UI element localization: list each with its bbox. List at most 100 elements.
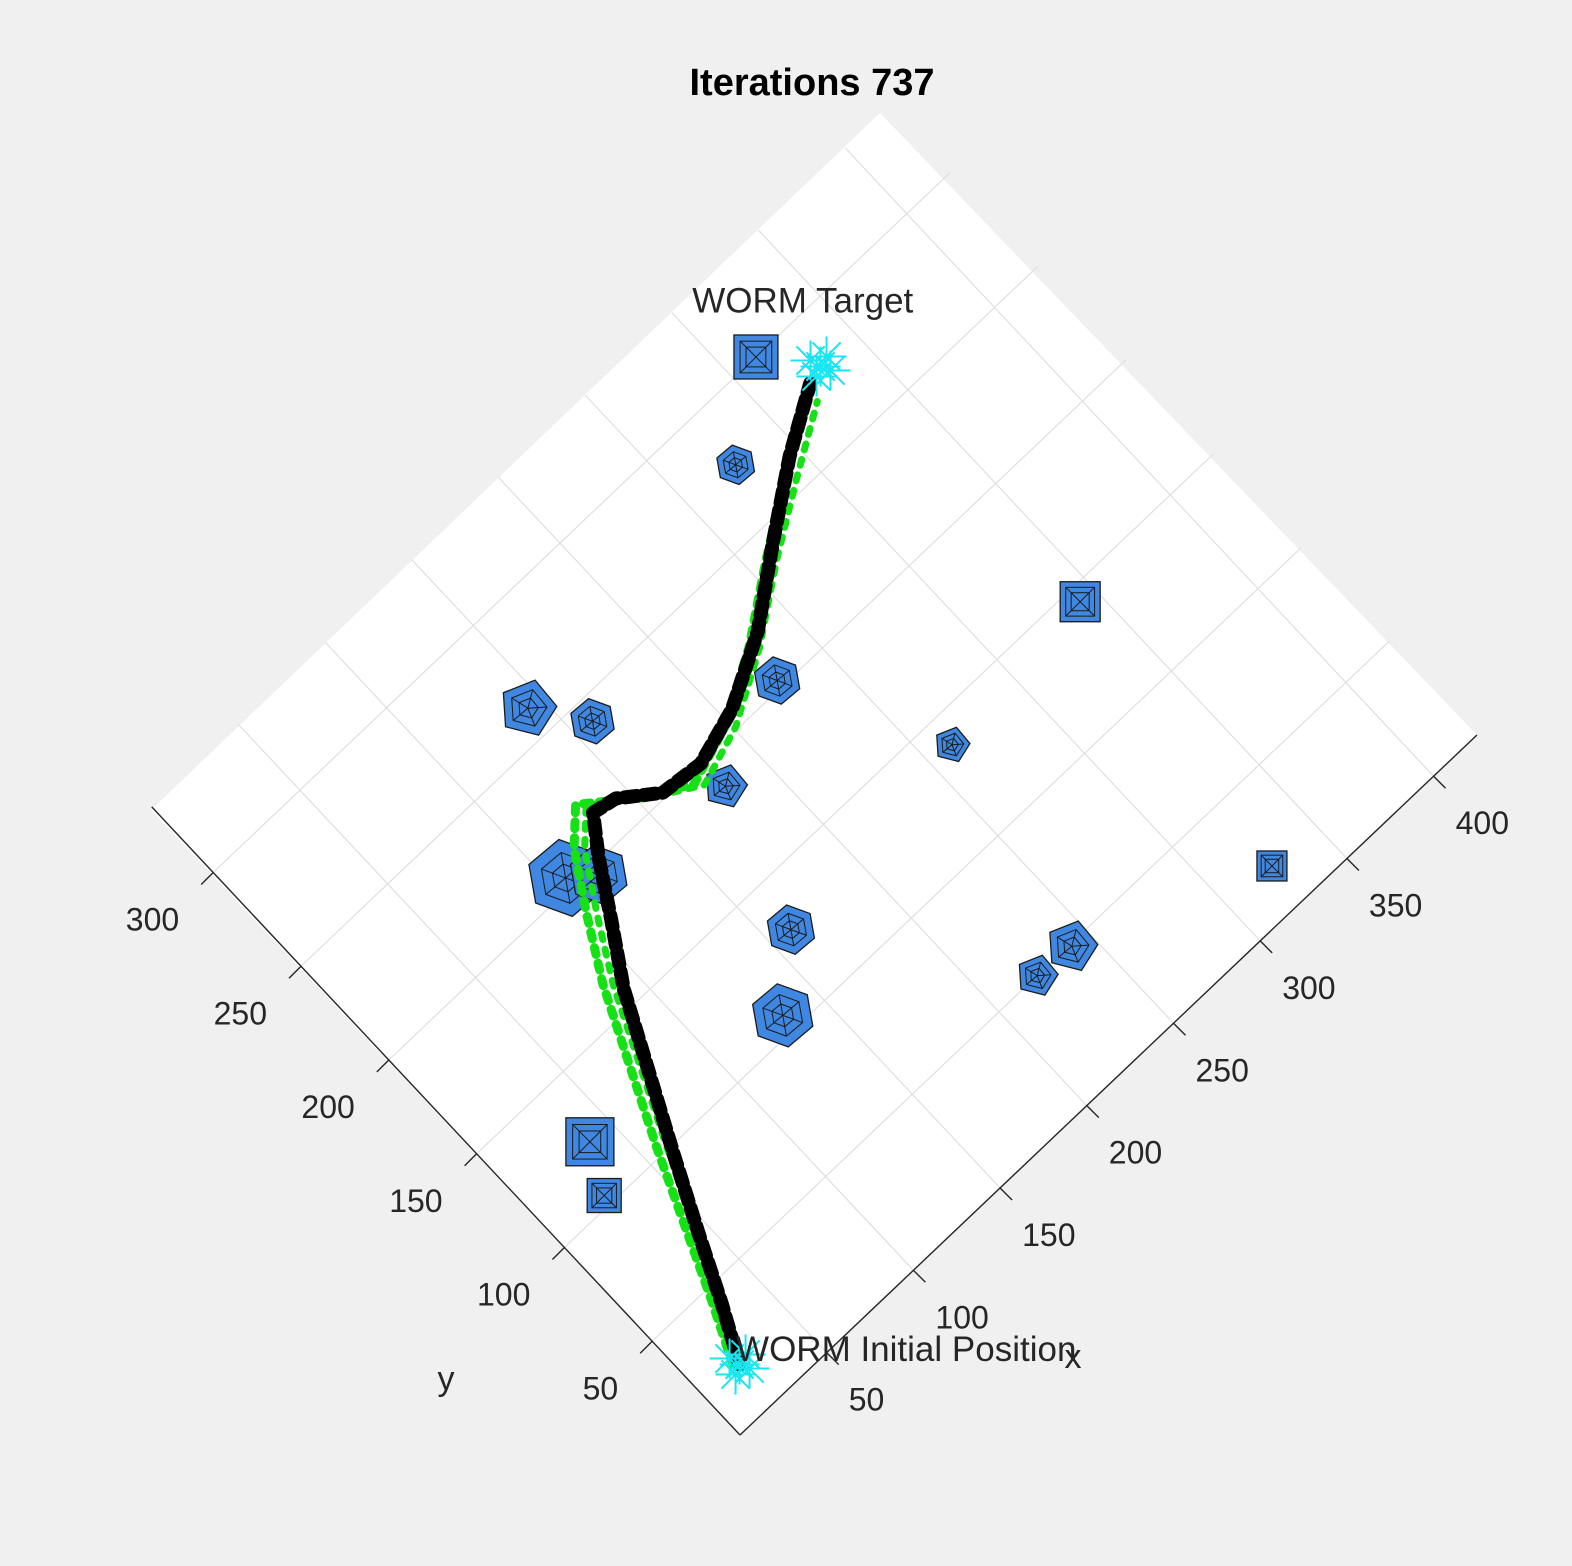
- obstacle-spoke: [545, 877, 566, 895]
- x-tick-label: 350: [1369, 888, 1422, 924]
- y-tick: [639, 1340, 653, 1354]
- obstacle-spoke: [725, 786, 732, 800]
- obstacle-spoke: [1025, 967, 1038, 977]
- obstacle-ring: [718, 777, 735, 795]
- obstacle-ring: [591, 1182, 617, 1209]
- square-obstacle: [733, 334, 779, 380]
- axes: 50 100 150 200 250 300 350 400 50 100 150 200 250 300: [126, 734, 1509, 1436]
- x-tick-label: 100: [935, 1299, 988, 1335]
- obstacle-ring: [1070, 592, 1090, 612]
- obstacle-spoke: [735, 464, 739, 478]
- x-tick-label: 300: [1282, 970, 1335, 1006]
- obstacle-spoke: [578, 715, 593, 722]
- x-tick: [912, 1269, 926, 1283]
- x-grid-line: [238, 724, 828, 1354]
- obstacle-ring: [578, 1130, 602, 1154]
- obstacle-spoke: [778, 994, 784, 1016]
- x-tick: [999, 1187, 1013, 1201]
- pentagon-obstacle: [502, 679, 558, 736]
- y-tick-label: 200: [301, 1089, 354, 1125]
- target-star-marker: [790, 336, 851, 397]
- obstacle-ring: [1024, 961, 1052, 990]
- obstacle-spoke: [732, 451, 737, 465]
- y-grid-line: [651, 640, 1390, 1342]
- obstacle-spoke: [592, 721, 596, 737]
- x-tick: [1346, 858, 1360, 872]
- obstacle-spoke: [1036, 975, 1043, 989]
- obstacle-spoke: [1036, 962, 1042, 976]
- obstacle-spoke: [560, 852, 567, 879]
- obstacle-ring: [572, 1124, 608, 1160]
- y-grid-line: [388, 359, 1127, 1061]
- obstacle-spoke: [712, 778, 726, 787]
- y-tick: [200, 872, 214, 885]
- obstacle-spoke: [951, 743, 964, 746]
- labels: x y WORM Target WORM Initial Position: [438, 282, 1082, 1398]
- x-tick: [1433, 775, 1447, 789]
- x-grid-line: [411, 559, 1001, 1189]
- obstacle-spoke: [572, 1124, 608, 1160]
- x-axis-label: x: [1065, 1338, 1082, 1376]
- obstacle-spoke: [790, 929, 795, 946]
- chart-title: Iterations 737: [690, 62, 935, 104]
- x-tick-label: 250: [1196, 1052, 1249, 1088]
- endpoint-markers: [709, 336, 851, 1395]
- obstacle-spoke: [787, 913, 792, 930]
- obstacle-ring: [1030, 967, 1046, 984]
- obstacle-spoke: [735, 455, 747, 466]
- obstacle-spoke: [580, 720, 593, 732]
- obstacle-spoke: [1037, 974, 1052, 977]
- obstacle-spoke: [1260, 854, 1284, 878]
- obstacle-spoke: [592, 711, 605, 722]
- start-annotation: WORM Initial Position: [736, 1330, 1076, 1369]
- obstacle-spoke: [776, 680, 781, 697]
- obstacle-spoke: [790, 918, 804, 930]
- obstacle-ring: [1065, 586, 1096, 617]
- obstacle-spoke: [1071, 946, 1079, 963]
- obstacle-ring: [518, 697, 539, 719]
- y-axis-line: [151, 806, 741, 1436]
- obstacle-ring: [745, 346, 767, 368]
- obstacle-spoke: [1058, 945, 1073, 958]
- obstacle-spoke: [1065, 586, 1095, 617]
- x-tick-label: 400: [1456, 805, 1509, 841]
- x-grid-line: [584, 394, 1174, 1024]
- obstacle-spoke: [1071, 944, 1090, 947]
- pentagon-obstacle: [936, 726, 971, 763]
- x-tick-label: 200: [1109, 1135, 1162, 1171]
- obstacle-spoke: [942, 744, 953, 753]
- obstacle-ring: [941, 732, 965, 757]
- obstacle-spoke: [511, 697, 529, 709]
- obstacle-spoke: [592, 720, 607, 727]
- obstacle-ring: [1260, 854, 1284, 878]
- obstacle-ring: [1063, 936, 1082, 956]
- obstacle-spoke: [782, 1001, 800, 1016]
- obstacle-spoke: [725, 784, 741, 787]
- pentagon-obstacle: [1018, 954, 1059, 996]
- y-tick-label: 300: [126, 902, 179, 938]
- obstacle-spoke: [766, 1014, 784, 1030]
- square-obstacle: [565, 1117, 615, 1167]
- obstacle-spoke: [777, 929, 792, 941]
- y-tick-label: 250: [214, 995, 267, 1031]
- hexagon-obstacle: [753, 656, 801, 705]
- obstacle-spoke: [762, 674, 778, 681]
- y-grid-line: [563, 547, 1302, 1248]
- hexagon-obstacle: [751, 983, 814, 1048]
- black-trajectory: [586, 376, 818, 1372]
- obstacle-spoke: [591, 1182, 617, 1209]
- obstacle-spoke: [764, 680, 778, 692]
- y-tick-label: 50: [583, 1370, 619, 1406]
- x-grid-line: [671, 312, 1261, 942]
- y-axis-label: y: [438, 1360, 455, 1398]
- target-annotation: WORM Target: [692, 282, 913, 321]
- square-obstacle: [586, 1177, 622, 1214]
- obstacle-spoke: [725, 464, 737, 474]
- x-grid-line: [498, 477, 1088, 1107]
- trajectories: [569, 376, 821, 1372]
- y-tick-label: 150: [389, 1183, 442, 1219]
- obstacle-ring: [945, 737, 960, 752]
- x-tick: [826, 1352, 840, 1366]
- y-tick: [551, 1247, 565, 1260]
- hexagon-obstacle: [766, 904, 816, 955]
